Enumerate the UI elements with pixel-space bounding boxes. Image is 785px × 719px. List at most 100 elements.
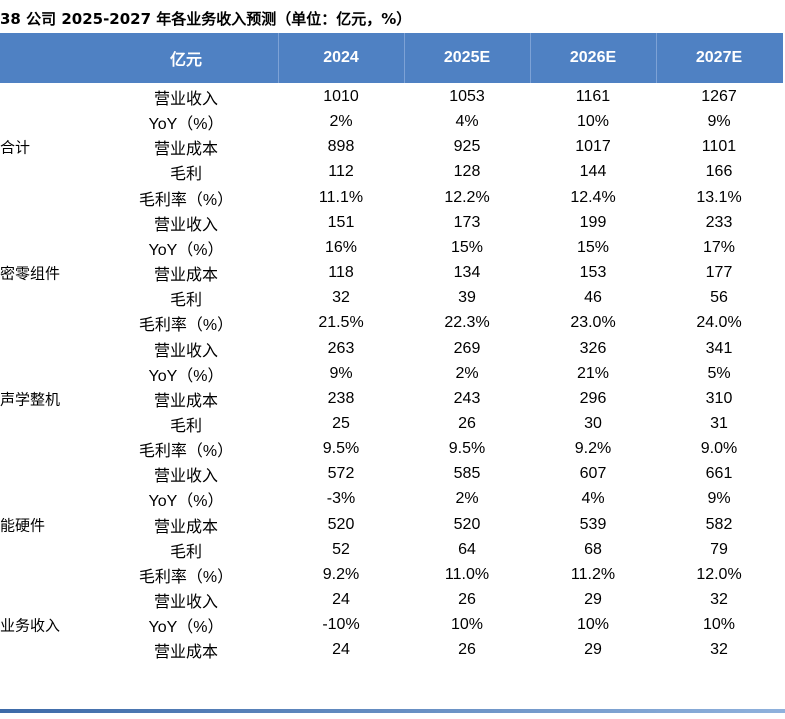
cell: 11.0% [444, 565, 490, 583]
group-label: 声学整机 [0, 390, 61, 409]
row-label: 毛利率（%） [138, 317, 234, 335]
cell: 13.1% [696, 188, 742, 206]
row-label: 毛利率（%） [138, 191, 234, 209]
cell: 1017 [575, 138, 611, 156]
cell: 10% [576, 113, 610, 131]
group-label: 密零组件 [0, 264, 61, 283]
cell: 10% [702, 616, 736, 634]
cell: 12.4% [570, 188, 616, 206]
cell: 29 [584, 591, 602, 608]
cell: 11.2% [570, 565, 616, 583]
row-label: YoY（%） [148, 367, 224, 385]
cell: 10% [576, 616, 610, 634]
row-label: 营业收入 [153, 342, 219, 360]
row-label: 毛利率（%） [138, 443, 234, 461]
cell: 64 [458, 540, 476, 558]
row-label: 营业收入 [153, 91, 219, 108]
cell: 24.0% [696, 314, 742, 332]
cell: 9.5% [448, 440, 486, 458]
cell: 1010 [323, 88, 359, 105]
cell: 607 [579, 465, 607, 483]
cell: 128 [453, 163, 481, 181]
cell: 112 [328, 163, 354, 181]
cell: 52 [332, 540, 350, 558]
cell: 134 [453, 264, 481, 282]
row-label: YoY（%） [148, 493, 224, 511]
cell: 9.2% [322, 565, 360, 583]
header-separator [404, 33, 405, 83]
cell: 144 [579, 163, 607, 181]
header-cell: 2025E [443, 49, 491, 66]
row-label: YoY（%） [148, 116, 224, 134]
cell: 9% [329, 364, 353, 382]
cell: 177 [705, 264, 733, 282]
cell: 22.3% [444, 314, 490, 332]
cell: 17% [702, 238, 736, 256]
cell: 1161 [575, 88, 611, 105]
group-label: 业务收入 [0, 616, 61, 635]
cell: -3% [326, 490, 356, 508]
cell: 32 [710, 591, 728, 608]
cell: 32 [710, 641, 728, 659]
cell: 661 [705, 465, 733, 483]
cell: 233 [705, 213, 733, 231]
header-separator [656, 33, 657, 83]
row-label: 毛利 [169, 166, 203, 184]
cell: 5% [707, 364, 731, 382]
header-separator [530, 33, 531, 83]
cell: 341 [705, 339, 733, 357]
cell: 1267 [701, 88, 737, 105]
cell: 243 [453, 389, 481, 407]
cell: 29 [584, 641, 602, 659]
cell: 10% [450, 616, 484, 634]
row-label: 营业成本 [153, 518, 219, 536]
bottom-rule [0, 709, 785, 713]
group-label: 合计 [0, 138, 31, 157]
cell: 925 [453, 138, 481, 156]
row-label: 营业成本 [153, 644, 219, 662]
cell: 118 [328, 264, 354, 282]
cell: 15% [450, 238, 484, 256]
cell: 68 [584, 540, 602, 558]
header-cell: 亿元 [169, 52, 203, 69]
cell: 151 [327, 213, 355, 231]
cell: 56 [710, 289, 728, 307]
cell: 9.5% [322, 440, 360, 458]
cell: -10% [322, 616, 360, 634]
header-cell: 2024 [323, 49, 359, 66]
cell: 39 [458, 289, 476, 307]
cell: 153 [579, 264, 607, 282]
cell: 9% [707, 113, 731, 131]
cell: 9.0% [700, 440, 738, 458]
cell: 24 [332, 591, 350, 608]
cell: 310 [705, 389, 733, 407]
cell: 15% [576, 238, 610, 256]
cell: 16% [324, 238, 358, 256]
cell: 4% [581, 490, 605, 508]
row-label: YoY（%） [148, 619, 224, 637]
cell: 9% [707, 490, 731, 508]
cell: 25 [332, 414, 350, 432]
row-label: 毛利 [169, 292, 203, 310]
row-label: 营业成本 [153, 141, 219, 159]
row-label: 营业收入 [153, 594, 219, 611]
cell: 2% [455, 490, 479, 508]
cell: 21.5% [318, 314, 364, 332]
row-label: YoY（%） [148, 241, 224, 259]
cell: 173 [453, 213, 481, 231]
cell: 572 [327, 465, 355, 483]
cell: 26 [458, 641, 476, 659]
cell: 1053 [449, 88, 485, 105]
group-label: 能硬件 [0, 516, 46, 535]
cell: 539 [579, 515, 607, 533]
header-cell: 2026E [569, 49, 617, 66]
cell: 23.0% [570, 314, 616, 332]
cell: 898 [327, 138, 355, 156]
cell: 32 [332, 289, 350, 307]
row-label: 营业成本 [153, 267, 219, 285]
cell: 26 [458, 414, 476, 432]
cell: 238 [327, 389, 355, 407]
row-label: 毛利 [169, 417, 203, 435]
cell: 11.1% [318, 188, 364, 206]
